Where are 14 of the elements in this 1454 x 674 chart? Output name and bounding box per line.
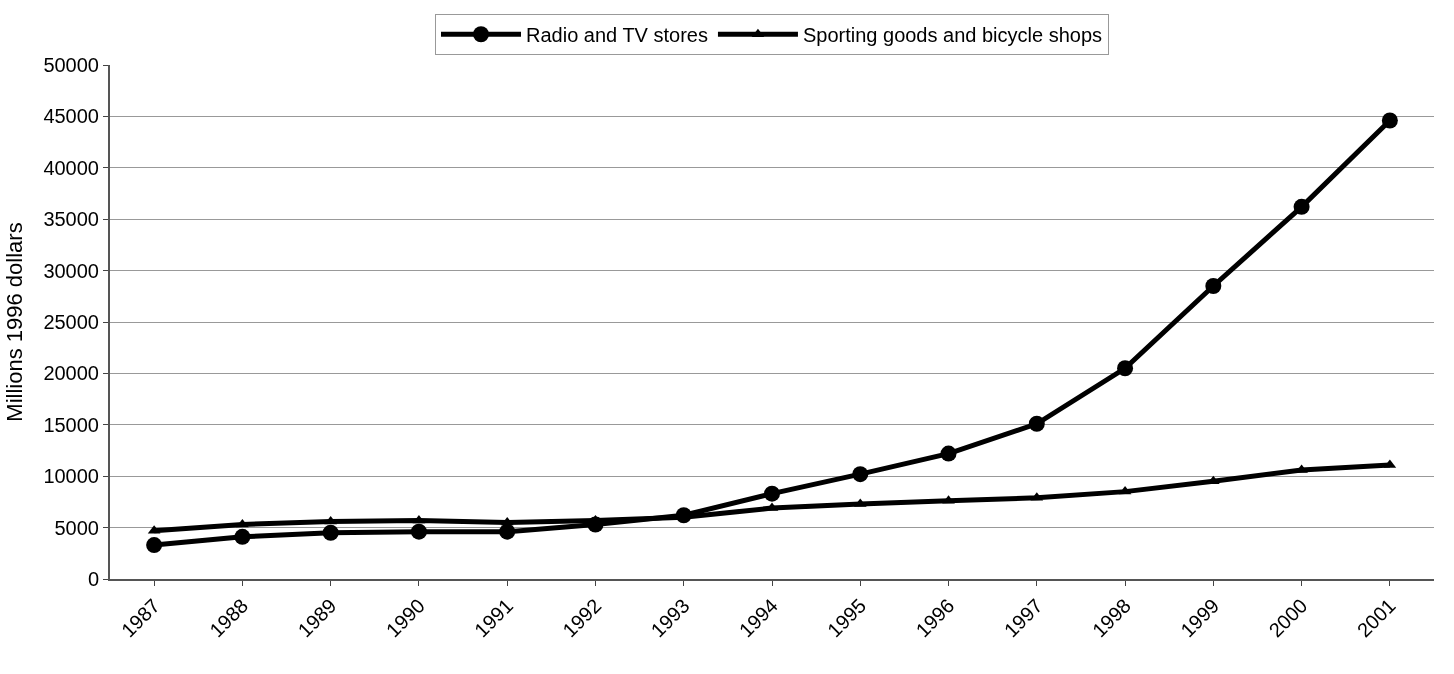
- y-tick-label: 35000: [43, 208, 99, 231]
- legend-label: Radio and TV stores: [526, 24, 708, 47]
- y-tick-label: 20000: [43, 362, 99, 385]
- y-tick-label: 0: [87, 568, 99, 590]
- y-tick-label: 45000: [43, 105, 99, 128]
- y-tick-label: 50000: [43, 54, 99, 76]
- y-tick-label: 5000: [54, 516, 99, 539]
- y-axis-title: Millions 1996 dollars: [1, 222, 27, 422]
- y-tick-label: 40000: [43, 156, 99, 179]
- y-tick-label: 30000: [43, 259, 99, 282]
- y-tick-label: 15000: [43, 413, 99, 436]
- legend-label: Sporting goods and bicycle shops: [802, 24, 1103, 47]
- y-tick-label: 10000: [43, 465, 99, 488]
- y-tick-label: 25000: [43, 311, 99, 333]
